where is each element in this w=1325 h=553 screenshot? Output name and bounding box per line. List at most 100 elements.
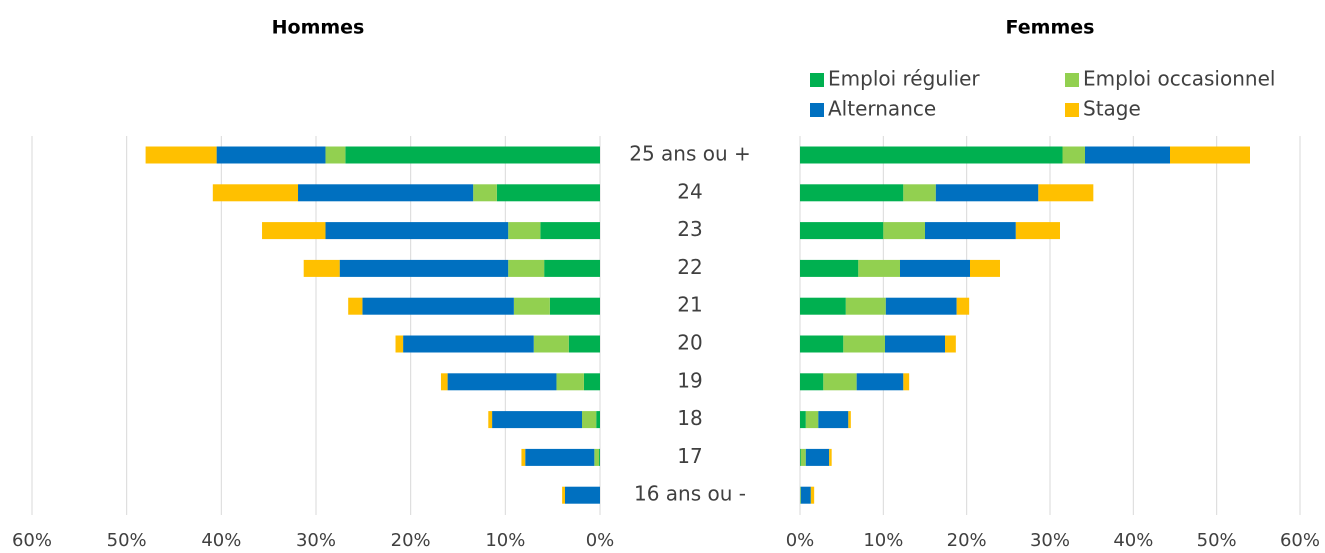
category-label: 18 xyxy=(677,406,702,430)
bar-segment xyxy=(596,411,600,429)
bar-segment xyxy=(900,259,970,277)
bar-segment xyxy=(800,297,846,315)
bar-segment xyxy=(533,335,569,353)
legend-label: Alternance xyxy=(828,97,936,121)
bar-segment xyxy=(212,184,299,202)
x-tick-label: 30% xyxy=(1030,530,1070,551)
legend-label: Emploi régulier xyxy=(828,67,980,91)
bar-segment xyxy=(885,297,957,315)
bar-segment xyxy=(800,411,806,429)
bar-segment xyxy=(823,373,857,391)
bar-segment xyxy=(549,297,600,315)
bar-segment xyxy=(843,335,885,353)
category-label: 25 ans ou + xyxy=(629,142,751,166)
bar-segment xyxy=(298,184,474,202)
bar-segment xyxy=(348,297,363,315)
bar-segment xyxy=(935,184,1039,202)
bar-segment xyxy=(810,486,815,504)
bar-segment xyxy=(1015,222,1060,240)
x-tick-label: 30% xyxy=(296,530,336,551)
category-label: 19 xyxy=(677,368,702,392)
bar-segment xyxy=(800,486,811,504)
x-tick-label: 20% xyxy=(947,530,987,551)
bar-segment xyxy=(562,486,565,504)
x-tick-label: 60% xyxy=(12,530,52,551)
bar-segment xyxy=(525,448,595,466)
bar-segment xyxy=(903,184,936,202)
bar-segment xyxy=(508,259,545,277)
legend-swatch xyxy=(1065,103,1079,117)
bar-segment xyxy=(540,222,600,240)
bar-segment xyxy=(956,297,970,315)
bar-segment xyxy=(508,222,541,240)
bar-segment xyxy=(800,373,824,391)
x-tick-label: 50% xyxy=(1197,530,1237,551)
bar-segment xyxy=(556,373,584,391)
bar-segment xyxy=(1062,146,1085,164)
bar-segment xyxy=(345,146,600,164)
bar-segment xyxy=(1085,146,1170,164)
x-tick-label: 40% xyxy=(1113,530,1153,551)
legend-swatch xyxy=(1065,73,1079,87)
bar-segment xyxy=(800,448,806,466)
bar-segment xyxy=(800,448,801,466)
bar-segment xyxy=(805,411,819,429)
bar-segment xyxy=(339,259,509,277)
bar-segment xyxy=(885,335,945,353)
bar-segment xyxy=(970,259,1000,277)
bar-segment xyxy=(521,448,526,466)
bar-segment xyxy=(403,335,534,353)
bar-segment xyxy=(848,411,851,429)
x-tick-label: 0% xyxy=(786,530,815,551)
bar-segment xyxy=(488,411,493,429)
bar-segment xyxy=(1170,146,1250,164)
bar-segment xyxy=(568,335,600,353)
x-tick-label: 10% xyxy=(863,530,903,551)
bar-segment xyxy=(858,259,900,277)
bar-segment xyxy=(903,373,910,391)
bar-segment xyxy=(594,448,600,466)
bar-segment xyxy=(805,448,830,466)
bar-segment xyxy=(362,297,514,315)
legend-label: Emploi occasionnel xyxy=(1083,67,1275,91)
x-tick-label: 0% xyxy=(586,530,615,551)
category-label: 17 xyxy=(677,444,702,468)
bar-segment xyxy=(845,297,886,315)
bar-segment xyxy=(496,184,600,202)
bar-segment xyxy=(945,335,956,353)
bar-segment xyxy=(544,259,600,277)
bar-segment xyxy=(447,373,557,391)
bar-segment xyxy=(303,259,340,277)
bar-segment xyxy=(513,297,550,315)
bar-segment xyxy=(216,146,326,164)
bar-segment xyxy=(829,448,832,466)
x-tick-label: 40% xyxy=(201,530,241,551)
bar-segment xyxy=(800,335,844,353)
category-label: 21 xyxy=(677,293,702,317)
bar-segment xyxy=(1038,184,1094,202)
bar-segment xyxy=(325,146,346,164)
category-label: 20 xyxy=(677,331,702,355)
x-tick-label: 20% xyxy=(391,530,431,551)
category-label: 22 xyxy=(677,255,702,279)
bar-segment xyxy=(325,222,509,240)
bar-segment xyxy=(856,373,904,391)
bar-segment xyxy=(800,184,904,202)
chart-title: Femmes xyxy=(1006,17,1095,39)
bar-segment xyxy=(395,335,404,353)
category-label: 16 ans ou - xyxy=(634,482,746,506)
bar-segment xyxy=(800,259,859,277)
bar-segment xyxy=(473,184,497,202)
legend-swatch xyxy=(810,73,824,87)
chart-title: Hommes xyxy=(272,17,365,39)
x-tick-label: 10% xyxy=(485,530,525,551)
category-label: 23 xyxy=(677,217,702,241)
bar-segment xyxy=(492,411,583,429)
bar-segment xyxy=(883,222,925,240)
bar-segment xyxy=(582,411,597,429)
bar-segment xyxy=(599,448,600,466)
bar-segment xyxy=(440,373,448,391)
bar-segment xyxy=(262,222,326,240)
